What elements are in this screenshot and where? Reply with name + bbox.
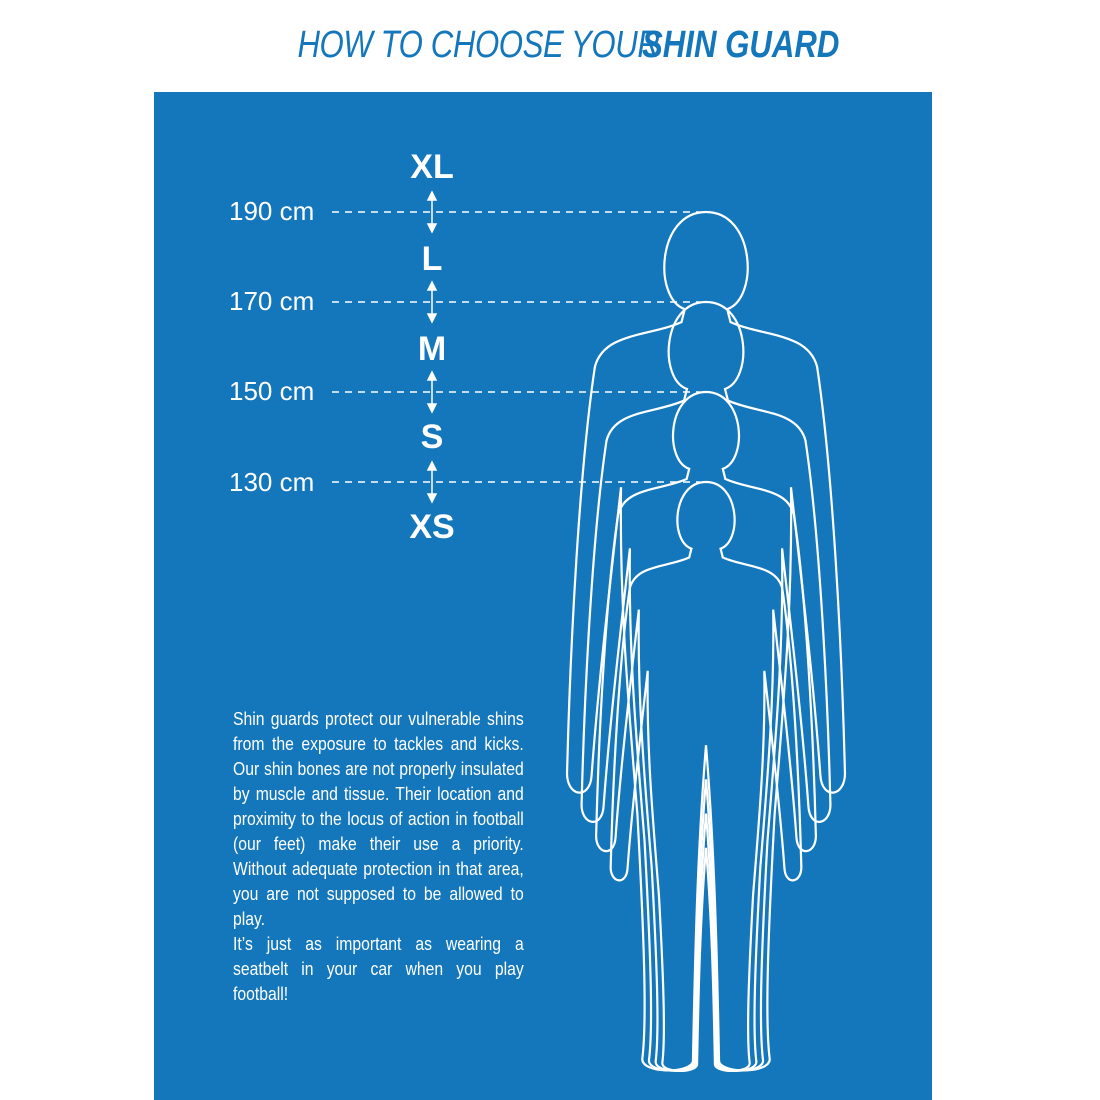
description-paragraph-2: It’s just as important as wearing a seat… [233,933,524,1004]
double-arrow-icon [426,370,438,414]
size-l: L [421,240,443,278]
size-s: S [420,418,444,456]
size-m: M [417,330,447,368]
double-arrow-icon [426,460,438,504]
size-xs: XS [409,508,455,546]
height-190: 190 cm [229,196,315,226]
page-title: HOW TO CHOOSE YOUR SHIN GUARD [0,24,1100,67]
height-170: 170 cm [229,286,315,316]
height-130: 130 cm [229,467,315,497]
size-xl: XL [410,148,454,186]
figure-xl-silhouette [567,212,845,1070]
double-arrow-icon [426,190,438,234]
title-bold: SHIN GUARD [641,24,840,66]
figure-l-silhouette [582,302,831,1071]
description: Shin guards protect our vulnerable shins… [233,706,524,1006]
height-150: 150 cm [229,376,315,406]
figure-m-silhouette [596,392,816,1071]
figure-s-silhouette [611,482,802,1071]
double-arrow-icon [426,280,438,324]
description-paragraph-1: Shin guards protect our vulnerable shins… [233,708,524,929]
title-light: HOW TO CHOOSE YOUR [297,24,660,66]
